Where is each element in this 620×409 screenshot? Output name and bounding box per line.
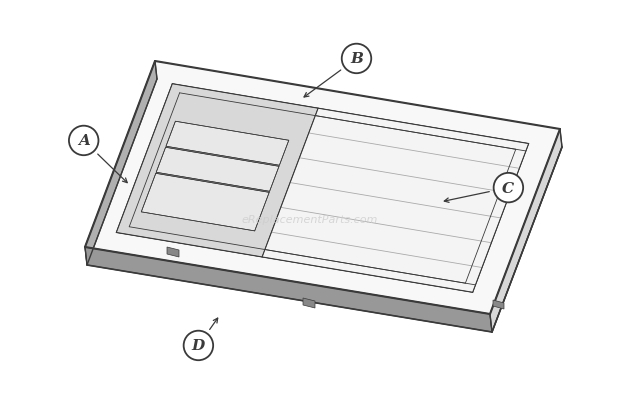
Polygon shape — [303, 298, 315, 308]
Text: eReplacementParts.com: eReplacementParts.com — [242, 214, 378, 225]
Polygon shape — [85, 62, 560, 314]
Polygon shape — [493, 300, 504, 309]
Polygon shape — [85, 62, 157, 265]
Polygon shape — [490, 130, 562, 332]
Polygon shape — [167, 247, 179, 257]
Text: D: D — [192, 339, 205, 353]
Circle shape — [494, 173, 523, 203]
Polygon shape — [141, 174, 269, 231]
Polygon shape — [156, 148, 279, 192]
Circle shape — [184, 331, 213, 360]
Polygon shape — [166, 122, 289, 166]
Polygon shape — [117, 85, 318, 257]
Text: C: C — [502, 181, 515, 195]
Text: A: A — [78, 134, 90, 148]
Polygon shape — [262, 109, 529, 292]
Polygon shape — [85, 247, 492, 332]
Polygon shape — [117, 85, 529, 292]
Circle shape — [342, 45, 371, 74]
Circle shape — [69, 126, 99, 156]
Text: B: B — [350, 52, 363, 66]
